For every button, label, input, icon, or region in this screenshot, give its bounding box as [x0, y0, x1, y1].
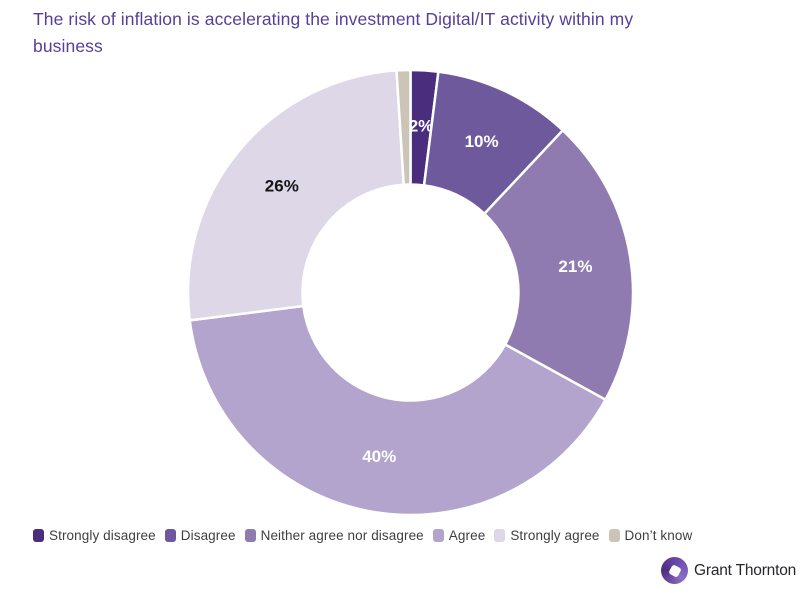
donut-segment-strongly-agree — [186, 69, 405, 322]
legend-label: Strongly disagree — [49, 528, 156, 543]
segment-label-disagree: 10% — [465, 132, 499, 151]
legend-label: Don’t know — [624, 528, 693, 543]
legend-item-agree: Agree — [432, 528, 486, 543]
legend-swatch — [494, 529, 506, 542]
segment-label-strongly-agree: 26% — [265, 177, 299, 196]
legend-item-neither-agree-nor-disagree: Neither agree nor disagree — [244, 528, 424, 543]
legend-swatch — [33, 529, 44, 542]
legend-label: Agree — [448, 528, 486, 543]
segment-label-agree: 40% — [362, 447, 396, 466]
donut-segment-don-t-know — [395, 68, 412, 186]
legend-swatch — [432, 529, 444, 542]
segment-label-neither-agree-nor-disagree: 21% — [558, 257, 592, 276]
legend-label: Disagree — [180, 528, 236, 543]
legend-label: Strongly agree — [510, 528, 600, 543]
brand-logo: Grant Thornton — [661, 557, 796, 584]
legend-item-strongly-disagree: Strongly disagree — [33, 528, 156, 543]
grant-thornton-logo-icon — [661, 557, 688, 584]
logo-hole-shape — [667, 563, 682, 578]
segment-label-strongly-disagree: 2% — [409, 116, 434, 135]
legend-item-disagree: Disagree — [164, 528, 236, 543]
donut-segment-agree — [188, 304, 607, 517]
donut-segment-neither-agree-nor-disagree — [483, 129, 635, 401]
legend-item-strongly-agree: Strongly agree — [494, 528, 599, 543]
legend-label: Neither agree nor disagree — [260, 528, 424, 543]
legend-swatch — [608, 529, 620, 542]
chart-legend: Strongly disagree Disagree Neither agree n… — [33, 528, 692, 543]
brand-name: Grant Thornton — [694, 561, 797, 579]
chart-title: The risk of inflation is accelerating th… — [33, 9, 634, 56]
legend-swatch — [244, 529, 256, 542]
legend-swatch — [164, 529, 176, 542]
legend-item-don-t-know: Don’t know — [608, 528, 693, 543]
